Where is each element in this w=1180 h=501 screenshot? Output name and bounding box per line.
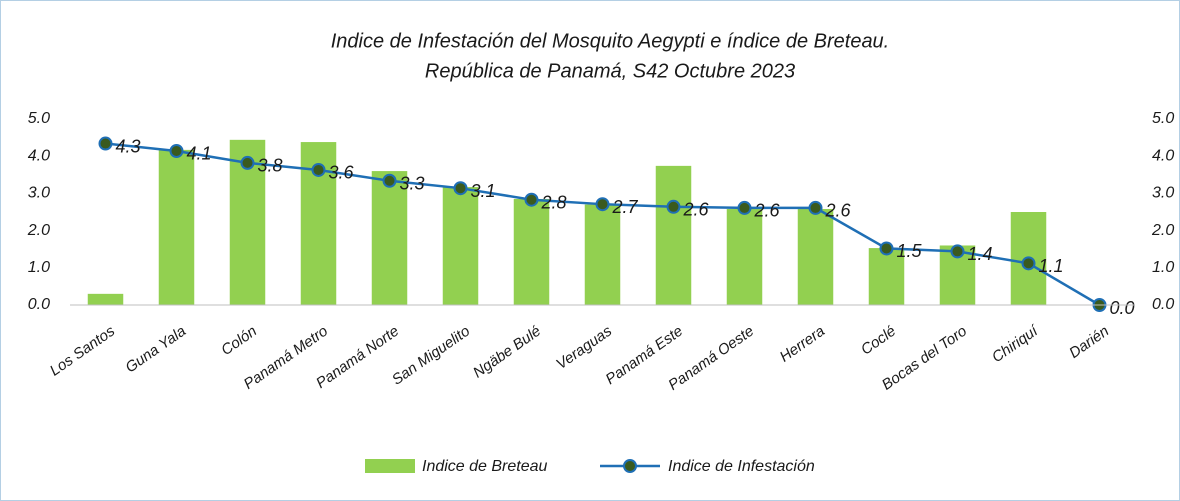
marker bbox=[595, 197, 610, 212]
marker bbox=[808, 200, 823, 215]
y2-tick-label: 1.0 bbox=[1152, 259, 1174, 276]
marker bbox=[240, 155, 255, 170]
data-label: 3.1 bbox=[471, 181, 496, 201]
data-label: 1.1 bbox=[1039, 256, 1064, 276]
marker bbox=[98, 136, 113, 151]
data-label: 2.6 bbox=[683, 200, 710, 220]
marker bbox=[524, 192, 539, 207]
data-label: 2.6 bbox=[754, 201, 781, 221]
data-label: 3.6 bbox=[329, 163, 355, 183]
y-tick-label: 3.0 bbox=[28, 185, 50, 202]
bar bbox=[655, 165, 692, 305]
bar bbox=[371, 171, 408, 305]
marker bbox=[453, 181, 468, 196]
data-label: 4.1 bbox=[187, 144, 212, 164]
bar bbox=[726, 209, 763, 305]
bar bbox=[513, 198, 550, 305]
data-label: 2.8 bbox=[541, 192, 567, 212]
marker bbox=[879, 241, 894, 256]
marker bbox=[950, 244, 965, 259]
y-tick-label: 4.0 bbox=[28, 147, 50, 164]
y2-tick-label: 0.0 bbox=[1152, 296, 1174, 313]
data-label: 2.7 bbox=[612, 197, 639, 217]
bar bbox=[87, 293, 124, 305]
bar bbox=[868, 248, 905, 305]
data-label: 1.4 bbox=[968, 244, 993, 264]
marker bbox=[382, 173, 397, 188]
legend-marker bbox=[623, 459, 637, 473]
data-label: 3.8 bbox=[258, 156, 283, 176]
marker bbox=[169, 143, 184, 158]
bar bbox=[442, 187, 479, 305]
y-tick-label: 1.0 bbox=[28, 259, 50, 276]
y2-tick-label: 4.0 bbox=[1152, 147, 1174, 164]
y-tick-label: 2.0 bbox=[27, 222, 50, 239]
y2-tick-label: 3.0 bbox=[1152, 185, 1174, 202]
y2-tick-label: 2.0 bbox=[1151, 222, 1174, 239]
y2-tick-label: 5.0 bbox=[1152, 110, 1174, 127]
data-label: 4.3 bbox=[116, 136, 141, 156]
marker bbox=[666, 199, 681, 214]
bar bbox=[797, 209, 834, 305]
chart-subtitle: República de Panamá, S42 Octubre 2023 bbox=[425, 60, 795, 82]
data-label: 0.0 bbox=[1110, 298, 1135, 318]
legend-label: Indice de Breteau bbox=[422, 458, 548, 475]
chart-title: Indice de Infestación del Mosquito Aegyp… bbox=[331, 30, 890, 52]
y-tick-label: 0.0 bbox=[28, 296, 50, 313]
data-label: 1.5 bbox=[897, 241, 923, 261]
data-label: 2.6 bbox=[825, 201, 852, 221]
legend-swatch bbox=[365, 459, 415, 473]
marker bbox=[1021, 256, 1036, 271]
legend-label: Indice de Infestación bbox=[668, 458, 815, 475]
marker bbox=[737, 200, 752, 215]
y-tick-label: 5.0 bbox=[28, 110, 50, 127]
data-label: 3.3 bbox=[400, 174, 425, 194]
marker bbox=[311, 162, 326, 177]
bar bbox=[584, 204, 621, 305]
bar bbox=[158, 149, 195, 305]
